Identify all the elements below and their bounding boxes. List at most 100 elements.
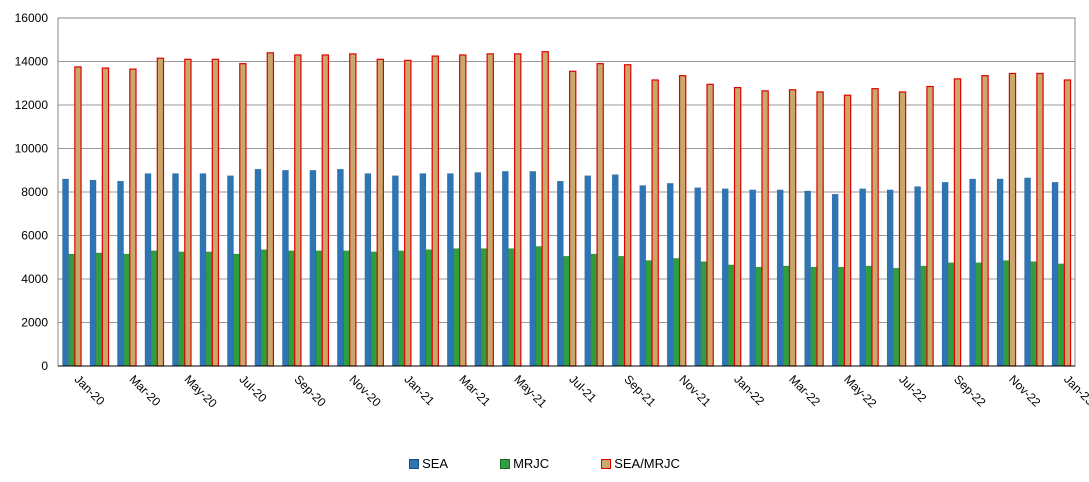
bar-sea (199, 173, 207, 367)
bar-mrjc (535, 246, 543, 367)
bar-sea-mrjc (321, 54, 330, 367)
bar-sea (62, 178, 69, 367)
bar-sea-mrjc (294, 54, 302, 367)
bar-sea (776, 189, 784, 367)
bar-sea-mrjc (843, 94, 852, 367)
bar-sea (447, 173, 454, 367)
bar-sea (501, 171, 509, 367)
bar-sea-mrjc (651, 79, 659, 367)
bar-sea (721, 188, 729, 367)
y-tick-label: 12000 (15, 98, 49, 112)
x-tick-label: Jul-22 (896, 372, 929, 405)
bar-mrjc (370, 251, 378, 367)
bar-sea (804, 190, 812, 367)
bar-sea-mrjc (623, 64, 632, 367)
x-tick-label: Mar-22 (786, 372, 823, 409)
bar-sea-mrjc (1063, 79, 1072, 367)
bar-sea-mrjc (1036, 72, 1044, 367)
x-tick-label: Nov-20 (346, 372, 383, 409)
bar-sea (392, 175, 399, 367)
bar-mrjc (315, 250, 323, 367)
legend-swatch (409, 458, 420, 469)
bar-sea (282, 170, 289, 367)
x-tick-label: May-21 (511, 372, 549, 410)
bar-sea-mrjc (926, 85, 934, 367)
x-tick-label: Jan-21 (401, 372, 437, 408)
bar-sea (859, 188, 867, 367)
bar-sea-mrjc (211, 58, 220, 367)
bar-mrjc (947, 262, 955, 367)
bar-sea (694, 187, 702, 367)
bar-sea (529, 171, 537, 367)
legend-label: SEA (422, 456, 449, 471)
bar-sea (172, 173, 179, 367)
x-tick-label: Jul-20 (237, 372, 270, 405)
bar-sea-mrjc (404, 59, 412, 367)
y-axis-tick-labels: 0 2000 4000 6000 8000 10000 12000 14000 16000 (15, 11, 49, 373)
bar-sea (337, 168, 344, 367)
bar-mrjc (288, 250, 295, 367)
x-tick-label: Sep-21 (621, 372, 658, 409)
bar-sea-mrjc (788, 89, 797, 367)
x-axis-tick-labels: Jan-20 Mar-20 May-20 Jul-20 Sep-20 Nov-20 Jan-… (72, 372, 1089, 410)
bar-mrjc (673, 258, 680, 367)
bar-sea (611, 174, 619, 367)
bar-sea (1024, 177, 1031, 367)
y-tick-label: 6000 (21, 229, 48, 243)
bar-mrjc (453, 248, 460, 367)
bar-sea (914, 186, 921, 367)
y-tick-label: 8000 (21, 185, 48, 199)
bar-sea-mrjc (486, 53, 494, 367)
bar-sea (639, 185, 647, 367)
bar-mrjc (508, 248, 515, 367)
bar-sea-mrjc (101, 67, 110, 367)
bar-mrjc (150, 250, 158, 367)
bar-sea-mrjc (981, 75, 989, 367)
y-tick-label: 4000 (21, 272, 48, 286)
bar-mrjc (425, 249, 433, 367)
legend-item: MRJC (500, 456, 549, 471)
bar-mrjc (783, 265, 790, 367)
bar-sea (474, 172, 482, 367)
bar-mrjc (892, 267, 900, 367)
bar-mrjc (123, 253, 131, 367)
bar-sea-mrjc (1008, 72, 1017, 367)
bar-mrjc (590, 253, 598, 367)
bar-sea-mrjc (514, 53, 522, 367)
bar-sea-mrjc (459, 54, 467, 367)
y-tick-label: 14000 (15, 55, 49, 69)
bar-mrjc (645, 260, 653, 367)
bar-mrjc (95, 252, 103, 367)
bar-mrjc (1002, 260, 1010, 367)
bar-mrjc (68, 253, 76, 367)
legend: SEA MRJC SEA/MRJC (0, 456, 1089, 471)
x-tick-label: Jan-22 (731, 372, 767, 408)
bar-sea-mrjc (74, 66, 82, 367)
bar-sea (969, 178, 976, 367)
bar-sea-mrjc (376, 58, 384, 367)
bar-sea (227, 175, 234, 367)
x-tick-label: Jan-23 (1061, 372, 1089, 408)
x-tick-label: May-22 (841, 372, 879, 410)
x-tick-label: Sep-20 (292, 372, 329, 409)
bar-mrjc (810, 266, 818, 367)
bar-mrjc (480, 248, 488, 367)
x-tick-label: Nov-21 (676, 372, 713, 409)
bar-mrjc (618, 255, 625, 367)
bar-mrjc (260, 249, 268, 367)
bar-sea (117, 180, 124, 367)
bar-sea-mrjc (239, 63, 247, 367)
bar-sea-mrjc (541, 51, 549, 367)
bar-mrjc (1057, 263, 1065, 367)
bar-sea (364, 173, 372, 367)
bar-sea-mrjc (816, 91, 824, 367)
bar-mrjc (398, 250, 405, 367)
bar-sea (419, 173, 427, 367)
bar-sea-mrjc (678, 75, 687, 367)
bar-sea (309, 170, 317, 367)
bar-sea (556, 180, 564, 367)
bar-sea-mrjc (129, 68, 137, 367)
bar-sea-mrjc (733, 86, 742, 367)
x-tick-label: Sep-22 (951, 372, 988, 409)
